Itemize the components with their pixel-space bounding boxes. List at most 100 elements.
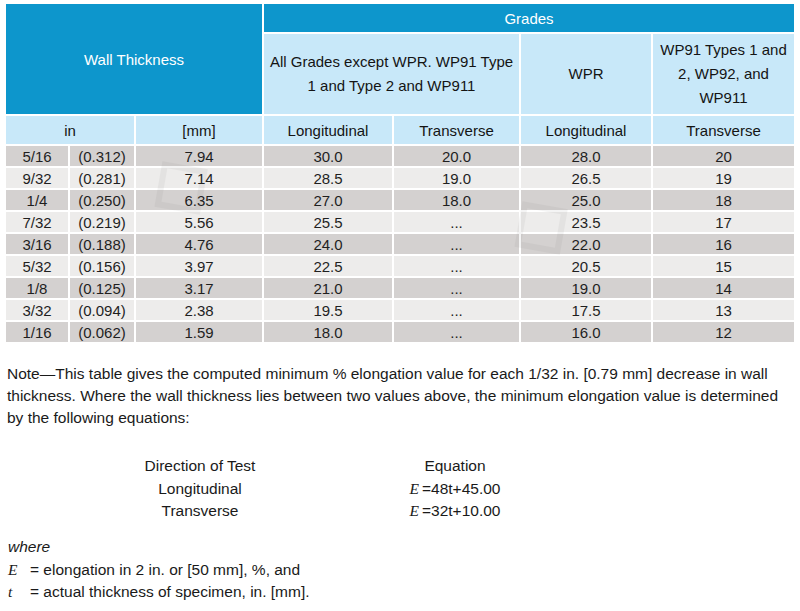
cell-all-long: 27.0 xyxy=(264,190,392,210)
cell-all-trans: 20.0 xyxy=(394,146,519,166)
cell-mm: 3.17 xyxy=(136,278,262,298)
cell-mm: 7.14 xyxy=(136,168,262,188)
table-row: 5/32 (0.156) 3.97 22.5 ... 20.5 15 xyxy=(6,256,794,276)
cell-all-trans: ... xyxy=(394,212,519,232)
cell-in-dec: (0.125) xyxy=(70,278,134,298)
cell-wp91-trans: 15 xyxy=(653,256,794,276)
cell-in-dec: (0.219) xyxy=(70,212,134,232)
cell-wp91-trans: 18 xyxy=(653,190,794,210)
subheader-transverse-1: Transverse xyxy=(394,116,519,144)
group-header-all-grades: All Grades except WPR. WP91 Type 1 and T… xyxy=(264,34,519,114)
cell-in-frac: 3/32 xyxy=(6,300,68,320)
subheader-mm: [mm] xyxy=(136,116,262,144)
cell-in-dec: (0.062) xyxy=(70,322,134,342)
equation-symbol: E xyxy=(410,480,419,497)
cell-wpr-long: 23.5 xyxy=(521,212,651,232)
where-text: = elongation in 2 in. or [50 mm], %, and xyxy=(30,561,300,578)
where-label: where xyxy=(8,536,310,559)
cell-mm: 2.38 xyxy=(136,300,262,320)
cell-wpr-long: 16.0 xyxy=(521,322,651,342)
equations-equation-header: Equation xyxy=(360,455,550,478)
cell-wpr-long: 22.0 xyxy=(521,234,651,254)
cell-wpr-long: 20.5 xyxy=(521,256,651,276)
group-header-wp91-types: WP91 Types 1 and 2, WP92, and WP911 xyxy=(653,34,794,114)
where-line-thickness: t= actual thickness of specimen, in. [mm… xyxy=(8,581,310,604)
cell-wpr-long: 17.5 xyxy=(521,300,651,320)
cell-in-frac: 9/32 xyxy=(6,168,68,188)
cell-wpr-long: 19.0 xyxy=(521,278,651,298)
equation-direction-longitudinal: Longitudinal xyxy=(40,478,360,501)
subheader-longitudinal-1: Longitudinal xyxy=(264,116,392,144)
cell-mm: 1.59 xyxy=(136,322,262,342)
cell-in-dec: (0.094) xyxy=(70,300,134,320)
table-row: 3/16 (0.188) 4.76 24.0 ... 22.0 16 xyxy=(6,234,794,254)
table-row: 7/32 (0.219) 5.56 25.5 ... 23.5 17 xyxy=(6,212,794,232)
cell-all-trans: ... xyxy=(394,234,519,254)
cell-mm: 3.97 xyxy=(136,256,262,276)
cell-wp91-trans: 16 xyxy=(653,234,794,254)
cell-all-long: 25.5 xyxy=(264,212,392,232)
table-row: 1/16 (0.062) 1.59 18.0 ... 16.0 12 xyxy=(6,322,794,342)
cell-all-long: 18.0 xyxy=(264,322,392,342)
cell-in-frac: 5/32 xyxy=(6,256,68,276)
cell-in-dec: (0.188) xyxy=(70,234,134,254)
cell-wp91-trans: 20 xyxy=(653,146,794,166)
document-page: Wall Thickness Grades All Grades except … xyxy=(0,0,800,611)
cell-in-dec: (0.250) xyxy=(70,190,134,210)
cell-in-frac: 7/32 xyxy=(6,212,68,232)
table-row: 5/16 (0.312) 7.94 30.0 20.0 28.0 20 xyxy=(6,146,794,166)
cell-all-long: 30.0 xyxy=(264,146,392,166)
cell-in-dec: (0.156) xyxy=(70,256,134,276)
equation-body: =48t+45.00 xyxy=(422,480,500,497)
cell-in-frac: 1/16 xyxy=(6,322,68,342)
cell-mm: 6.35 xyxy=(136,190,262,210)
cell-all-long: 22.5 xyxy=(264,256,392,276)
cell-in-dec: (0.312) xyxy=(70,146,134,166)
table-row: 1/8 (0.125) 3.17 21.0 ... 19.0 14 xyxy=(6,278,794,298)
table-row: 9/32 (0.281) 7.14 28.5 19.0 26.5 19 xyxy=(6,168,794,188)
wall-thickness-header: Wall Thickness xyxy=(6,4,262,114)
cell-in-frac: 1/8 xyxy=(6,278,68,298)
cell-in-frac: 1/4 xyxy=(6,190,68,210)
cell-wpr-long: 26.5 xyxy=(521,168,651,188)
table-row: 1/4 (0.250) 6.35 27.0 18.0 25.0 18 xyxy=(6,190,794,210)
cell-all-long: 24.0 xyxy=(264,234,392,254)
cell-mm: 5.56 xyxy=(136,212,262,232)
cell-all-trans: ... xyxy=(394,300,519,320)
cell-all-trans: 19.0 xyxy=(394,168,519,188)
cell-all-long: 21.0 xyxy=(264,278,392,298)
subheader-longitudinal-2: Longitudinal xyxy=(521,116,651,144)
cell-wp91-trans: 14 xyxy=(653,278,794,298)
table-row: 3/32 (0.094) 2.38 19.5 ... 17.5 13 xyxy=(6,300,794,320)
equation-longitudinal: E=48t+45.00 xyxy=(360,478,550,501)
cell-wpr-long: 25.0 xyxy=(521,190,651,210)
where-line-elongation: E= elongation in 2 in. or [50 mm], %, an… xyxy=(8,559,310,582)
cell-in-frac: 5/16 xyxy=(6,146,68,166)
table-note: Note—This table gives the computed minim… xyxy=(7,363,794,429)
cell-wpr-long: 28.0 xyxy=(521,146,651,166)
cell-all-trans: 18.0 xyxy=(394,190,519,210)
where-text: = actual thickness of specimen, in. [mm]… xyxy=(30,583,310,600)
subheader-in: in xyxy=(6,116,134,144)
cell-all-long: 28.5 xyxy=(264,168,392,188)
equations-direction-header: Direction of Test xyxy=(40,455,360,478)
cell-all-trans: ... xyxy=(394,278,519,298)
equations-block: Direction of Test Equation Longitudinal … xyxy=(40,455,550,523)
subheader-transverse-2: Transverse xyxy=(653,116,794,144)
cell-mm: 4.76 xyxy=(136,234,262,254)
equation-symbol: E xyxy=(410,502,419,519)
group-header-wpr: WPR xyxy=(521,34,651,114)
cell-wp91-trans: 19 xyxy=(653,168,794,188)
where-block: where E= elongation in 2 in. or [50 mm],… xyxy=(8,536,310,604)
equation-transverse: E=32t+10.00 xyxy=(360,500,550,523)
cell-wp91-trans: 17 xyxy=(653,212,794,232)
where-symbol-t: t xyxy=(8,581,30,604)
cell-all-long: 19.5 xyxy=(264,300,392,320)
cell-in-frac: 3/16 xyxy=(6,234,68,254)
equation-direction-transverse: Transverse xyxy=(40,500,360,523)
cell-wp91-trans: 12 xyxy=(653,322,794,342)
cell-wp91-trans: 13 xyxy=(653,300,794,320)
grades-header: Grades xyxy=(264,4,794,32)
equation-body: =32t+10.00 xyxy=(422,502,500,519)
elongation-table: Wall Thickness Grades All Grades except … xyxy=(4,2,796,344)
